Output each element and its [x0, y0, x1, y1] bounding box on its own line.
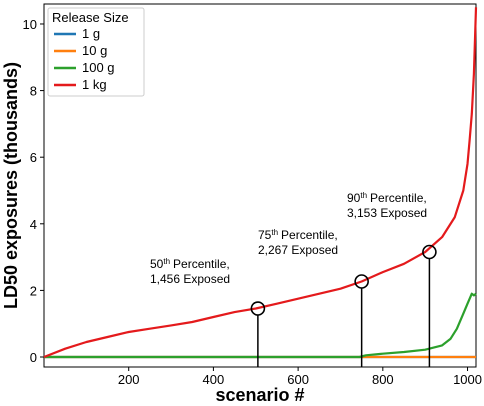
percentile-label-label: Percentile, — [173, 257, 230, 271]
percentile-exposed-value: 1,456 Exposed — [150, 272, 230, 286]
y-tick-label: 2 — [30, 283, 37, 298]
x-tick-label: 200 — [118, 372, 140, 387]
percentile-label-label: Percentile, — [281, 228, 338, 242]
percentile-label: 75th Percentile, — [258, 228, 338, 243]
percentile-marker — [422, 244, 437, 260]
percentile-label-suffix: th — [163, 257, 170, 266]
legend-entry: 100 g — [82, 60, 115, 75]
x-tick-label: 800 — [372, 372, 394, 387]
y-tick-label: 10 — [23, 17, 37, 32]
percentile-marker — [250, 301, 266, 316]
percentile-label-percentile: 50 — [150, 257, 164, 271]
x-tick-label: 600 — [287, 372, 309, 387]
percentile-exposed-value: 3,153 Exposed — [347, 206, 427, 220]
y-tick-label: 8 — [30, 84, 37, 99]
percentile-label-suffix: th — [360, 191, 367, 200]
legend-title: Release Size — [52, 10, 129, 25]
y-tick-label: 6 — [30, 150, 37, 165]
percentile-label-percentile: 75 — [258, 228, 272, 242]
legend-entry: 1 g — [82, 26, 100, 41]
percentile-marker — [354, 274, 369, 289]
series-line-1-kg — [43, 7, 478, 359]
series-line-100-g — [44, 292, 477, 359]
y-axis-title: LD50 exposures (thousands) — [1, 62, 21, 309]
x-tick-label: 400 — [203, 372, 225, 387]
legend-box — [47, 7, 145, 97]
plot-frame — [43, 3, 477, 368]
y-tick-label: 4 — [30, 217, 37, 232]
y-tick-label: 0 — [30, 350, 37, 365]
percentile-label: 90th Percentile, — [347, 191, 427, 206]
legend-entry: 10 g — [82, 43, 107, 58]
x-axis-title: scenario # — [215, 385, 304, 405]
percentile-label-label: Percentile, — [370, 191, 427, 205]
percentile-label-percentile: 90 — [347, 191, 361, 205]
legend-entry: 1 kg — [82, 77, 107, 92]
percentile-label-suffix: th — [271, 228, 278, 237]
percentile-label: 50th Percentile, — [150, 257, 230, 272]
percentile-exposed-value: 2,267 Exposed — [258, 243, 338, 257]
x-tick-label: 1000 — [453, 372, 482, 387]
